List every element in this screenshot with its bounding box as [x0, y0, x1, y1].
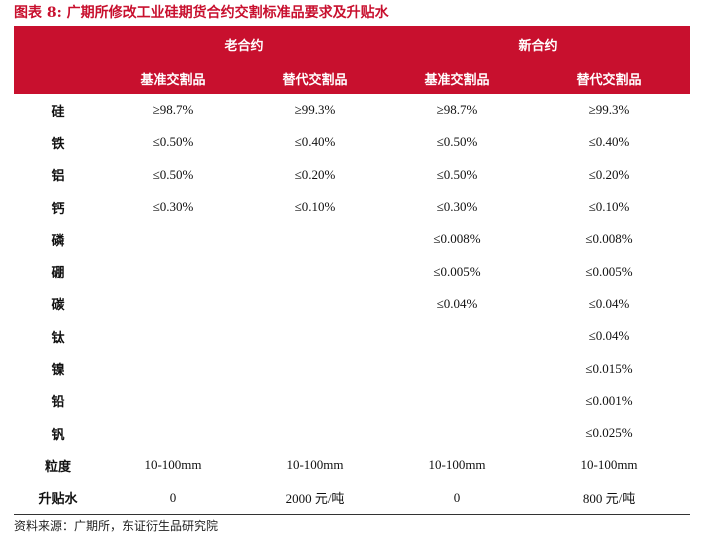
table-cell: ≤0.005%: [585, 263, 633, 279]
table-row: 磷 ≤0.008% ≤0.008%: [14, 223, 690, 255]
table-cell: ≤0.005%: [433, 263, 481, 279]
table-cell: ≥99.3%: [294, 102, 336, 118]
row-label: 硼: [51, 266, 65, 282]
table-cell: ≤0.04%: [436, 295, 478, 311]
table-cell: ≤0.04%: [588, 295, 630, 311]
table-cell: [386, 352, 528, 384]
table-cell: ≤0.50%: [152, 166, 194, 182]
table-cell: ≤0.001%: [585, 392, 633, 408]
table-cell: 0: [386, 481, 529, 515]
table-cell: [102, 417, 244, 449]
table-cell: [102, 352, 244, 384]
table-cell: [244, 255, 386, 287]
table-cell: ≤0.40%: [294, 134, 336, 150]
table-cell: ≤0.10%: [294, 199, 336, 215]
header-corner: [14, 26, 102, 62]
table-row: 铁 ≤0.50% ≤0.40% ≤0.50% ≤0.40%: [14, 126, 690, 158]
table-cell: ≤0.008%: [585, 231, 633, 247]
table-cell: [386, 417, 528, 449]
table-cell: [244, 352, 386, 384]
table-header: 老合约 新合约 基准交割品 替代交割品 基准交割品 替代交割品: [14, 26, 691, 94]
table-row: 升贴水 0 2000 元/吨 0 800 元/吨: [14, 481, 691, 515]
source-note: 资料来源：广期所，东证衍生品研究院: [14, 519, 219, 533]
table-cell: [102, 320, 244, 352]
table-row: 碳 ≤0.04% ≤0.04%: [14, 288, 690, 320]
table-cell: ≤0.20%: [294, 166, 336, 182]
table-cell: ≤0.10%: [588, 199, 630, 215]
table-cell: [244, 320, 386, 352]
table-row: 钙 ≤0.30% ≤0.10% ≤0.30% ≤0.10%: [14, 191, 690, 223]
row-label: 升贴水: [14, 481, 102, 515]
table-cell: [102, 288, 244, 320]
row-label: 钙: [51, 201, 65, 217]
header-new-contract: 新合约: [386, 26, 691, 62]
header-old-base: 基准交割品: [102, 62, 244, 94]
row-label: 镍: [51, 363, 65, 379]
table-cell: [244, 385, 386, 417]
table-cell: ≤0.04%: [588, 328, 630, 344]
table-cell: ≤0.50%: [436, 134, 478, 150]
row-label: 铝: [51, 169, 65, 185]
table-cell: [386, 385, 528, 417]
table-cell: ≤0.50%: [152, 134, 194, 150]
table-cell: 10-100mm: [286, 457, 344, 473]
row-label: 粒度: [44, 459, 71, 475]
row-label: 铅: [51, 395, 65, 411]
row-label: 硅: [51, 104, 65, 120]
table-row: 镍 ≤0.015%: [14, 352, 690, 384]
header-corner-sub: [14, 62, 102, 94]
table-cell: [102, 385, 244, 417]
table-cell: ≤0.20%: [588, 166, 630, 182]
table-cell: ≤0.30%: [152, 199, 194, 215]
header-old-alt: 替代交割品: [244, 62, 387, 94]
table-cell: ≤0.30%: [436, 199, 478, 215]
table-row: 硼 ≤0.005% ≤0.005%: [14, 255, 690, 287]
table-cell: ≥99.3%: [588, 102, 630, 118]
table-row: 铝 ≤0.50% ≤0.20% ≤0.50% ≤0.20%: [14, 159, 690, 191]
table-cell: [386, 320, 528, 352]
table-cell: [244, 288, 386, 320]
row-label: 碳: [51, 298, 65, 314]
table-cell: 10-100mm: [428, 457, 486, 473]
row-label: 铁: [51, 136, 65, 152]
spec-table: 老合约 新合约 基准交割品 替代交割品 基准交割品 替代交割品 硅 ≥98.7% ≥…: [14, 26, 691, 515]
table-cell: 0: [102, 481, 244, 515]
row-label: 磷: [51, 233, 65, 249]
table-cell: ≥98.7%: [436, 102, 478, 118]
table-row: 铅 ≤0.001%: [14, 385, 690, 417]
table-cell: ≤0.025%: [585, 425, 633, 441]
table-title: 图表 8: 广期所修改工业硅期货合约交割标准品要求及升贴水: [14, 5, 389, 21]
table-row: 钛 ≤0.04%: [14, 320, 690, 352]
table-cell: [102, 255, 244, 287]
spec-table-container: 老合约 新合约 基准交割品 替代交割品 基准交割品 替代交割品 硅 ≥98.7% ≥…: [14, 26, 691, 515]
table-cell: ≥98.7%: [152, 102, 194, 118]
table-cell: 800 元/吨: [528, 481, 691, 515]
table-cell: [244, 223, 386, 255]
header-old-contract: 老合约: [102, 26, 387, 62]
header-new-alt: 替代交割品: [528, 62, 691, 94]
table-cell: 2000 元/吨: [244, 481, 387, 515]
table-cell: 10-100mm: [580, 457, 638, 473]
table-cell: [102, 223, 244, 255]
table-cell: ≤0.008%: [433, 231, 481, 247]
table-cell: ≤0.50%: [436, 166, 478, 182]
header-new-base: 基准交割品: [386, 62, 529, 94]
table-cell: ≤0.015%: [585, 360, 633, 376]
table-row: 粒度 10-100mm 10-100mm 10-100mm 10-100mm: [14, 449, 690, 481]
table-row: 硅 ≥98.7% ≥99.3% ≥98.7% ≥99.3%: [14, 94, 690, 126]
row-label: 钛: [51, 330, 65, 346]
row-label: 钒: [51, 427, 65, 443]
table-cell: ≤0.40%: [588, 134, 630, 150]
table-row: 钒 ≤0.025%: [14, 417, 690, 449]
table-body: 硅 ≥98.7% ≥99.3% ≥98.7% ≥99.3% 铁 ≤0.50% ≤0.40% ≤0…: [14, 94, 691, 515]
table-cell: 10-100mm: [144, 457, 202, 473]
table-cell: [244, 417, 386, 449]
